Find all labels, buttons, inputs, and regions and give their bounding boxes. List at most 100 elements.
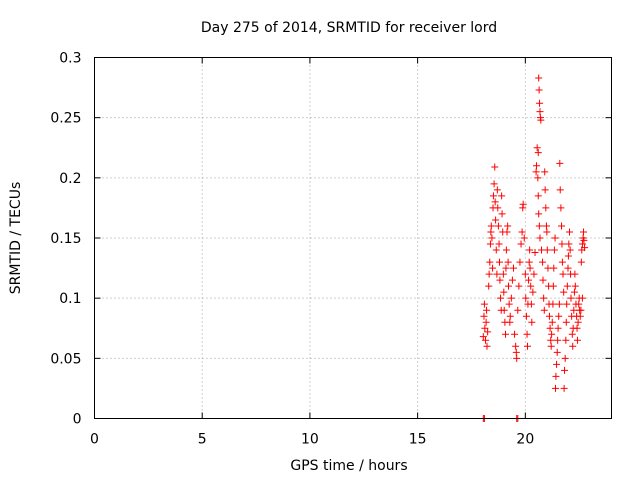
data-point-marker	[494, 222, 502, 230]
data-point-marker	[564, 252, 572, 260]
x-tick-label: 0	[90, 432, 99, 448]
data-point-marker	[574, 318, 582, 326]
data-point-marker	[495, 240, 503, 248]
data-point-marker	[526, 246, 534, 254]
data-point-marker	[480, 312, 488, 320]
data-point-marker	[540, 294, 548, 302]
data-point-marker	[497, 294, 505, 302]
data-point-marker	[494, 204, 502, 212]
data-point-marker	[518, 228, 526, 236]
data-point-marker	[546, 324, 554, 332]
plot-frame	[94, 57, 612, 419]
data-point-marker	[491, 198, 499, 206]
data-point-marker	[571, 282, 579, 290]
data-point-marker	[573, 324, 581, 332]
data-point-marker	[506, 312, 514, 320]
data-point-marker	[487, 228, 495, 236]
x-tick-label: 20	[516, 432, 534, 448]
data-point-marker	[548, 330, 556, 338]
data-point-marker	[500, 288, 508, 296]
data-point-marker	[577, 306, 585, 314]
x-tick-label: 10	[301, 432, 319, 448]
data-point-marker	[534, 174, 542, 182]
data-point-marker	[558, 222, 566, 230]
data-point-marker	[529, 288, 537, 296]
data-point-marker	[569, 342, 577, 350]
data-point-marker	[549, 282, 557, 290]
data-point-marker	[503, 228, 511, 236]
y-tick-label: 0.1	[59, 291, 81, 307]
data-point-marker	[499, 270, 507, 278]
data-point-marker	[554, 324, 562, 332]
data-point-marker	[539, 276, 547, 284]
data-point-marker	[481, 324, 489, 332]
y-axis-label: SRMTID / TECUs	[8, 182, 24, 295]
data-point-marker	[485, 270, 493, 278]
data-point-marker	[567, 294, 575, 302]
data-point-marker	[540, 306, 548, 314]
axis-ticks: 0 5 10 15 20 0 0.05 0.1 0.15 0.2 0.25 0.3	[50, 51, 612, 448]
data-point-marker	[565, 240, 573, 248]
data-point-marker	[533, 162, 541, 170]
data-point-marker	[523, 342, 531, 350]
data-point-marker	[558, 258, 566, 266]
data-point-marker	[562, 336, 570, 344]
data-point-marker	[563, 300, 571, 308]
x-tick-label: 5	[198, 432, 207, 448]
data-point-marker	[504, 258, 512, 266]
data-point-marker	[498, 192, 506, 200]
data-point-marker	[534, 192, 542, 200]
data-point-marker	[565, 228, 573, 236]
data-point-marker	[502, 246, 510, 254]
data-point-marker	[537, 116, 545, 124]
data-point-marker	[492, 216, 500, 224]
data-point-marker	[520, 234, 528, 242]
data-point-marker	[532, 168, 540, 176]
chart-title: Day 275 of 2014, SRMTID for receiver lor…	[201, 20, 497, 36]
data-point-marker	[515, 282, 523, 290]
data-point-marker	[522, 294, 530, 302]
data-point-marker	[535, 210, 543, 218]
data-point-marker	[551, 234, 559, 242]
y-tick-label: 0.25	[50, 111, 81, 127]
data-point-marker	[531, 248, 539, 256]
data-point-marker	[545, 312, 553, 320]
data-point-marker	[513, 354, 521, 362]
data-point-marker	[568, 330, 576, 338]
data-point-marker	[575, 300, 583, 308]
data-point-marker	[554, 336, 562, 344]
y-tick-label: 0.2	[59, 171, 81, 187]
data-point-marker	[553, 348, 561, 356]
data-point-marker	[506, 318, 514, 326]
data-point-marker	[551, 384, 559, 392]
data-point-marker	[512, 342, 520, 350]
data-point-marker	[547, 336, 555, 344]
data-point-marker	[522, 312, 530, 320]
data-point-marker	[508, 276, 516, 284]
data-point-marker	[579, 228, 587, 236]
data-point-marker	[527, 300, 535, 308]
data-point-marker	[516, 258, 524, 266]
data-point-marker	[536, 234, 544, 242]
data-point-marker	[502, 330, 510, 338]
data-point-marker	[550, 264, 558, 272]
data-point-marker	[570, 288, 578, 296]
data-point-marker	[491, 163, 499, 171]
x-tick-label: 15	[409, 432, 427, 448]
data-point-marker	[507, 294, 515, 302]
data-point-marker	[500, 306, 508, 314]
data-point-marker	[495, 258, 503, 266]
data-point-marker	[552, 372, 560, 380]
data-point-marker	[535, 74, 543, 82]
data-point-marker	[560, 384, 568, 392]
data-point-marker	[536, 108, 544, 116]
data-point-marker	[519, 200, 527, 208]
data-point-marker	[486, 240, 494, 248]
data-point-marker	[573, 336, 581, 344]
y-tick-label: 0.15	[50, 231, 81, 247]
data-point-marker	[496, 276, 504, 284]
data-point-marker	[525, 276, 533, 284]
data-point-marker	[488, 234, 496, 242]
data-point-marker	[555, 312, 563, 320]
